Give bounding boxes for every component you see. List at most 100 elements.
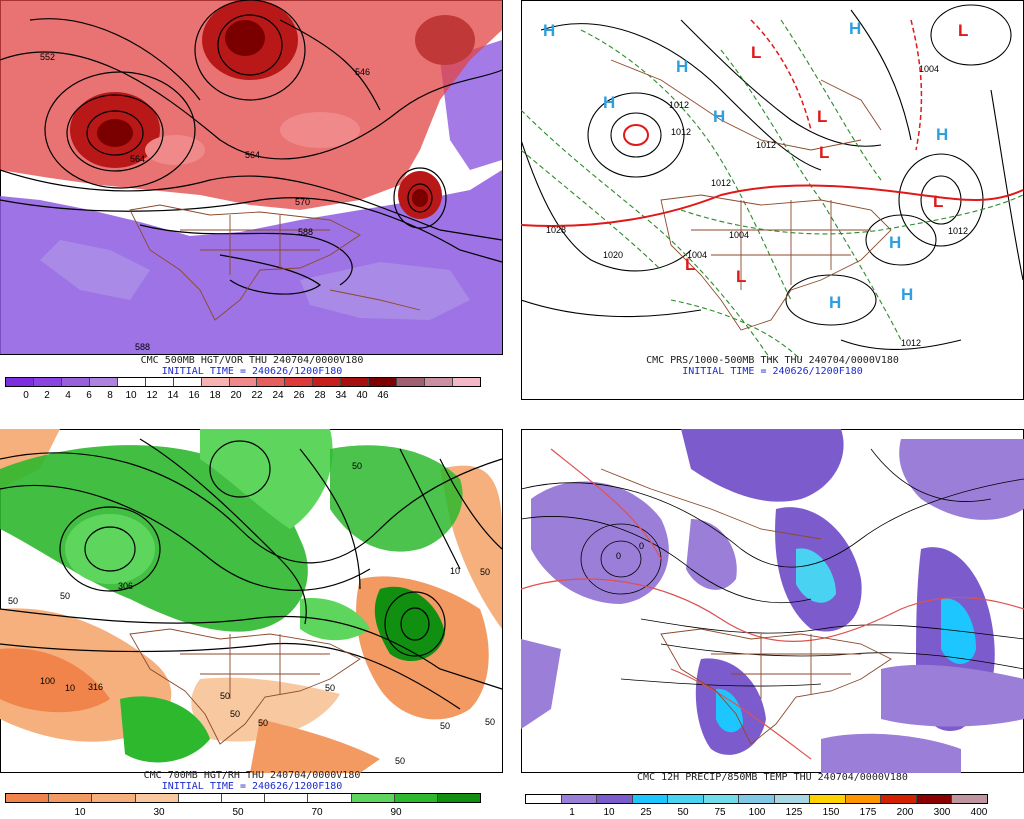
colorbar-label: 20	[230, 390, 242, 401]
colorbar-label: 200	[896, 807, 914, 818]
colorbar-label: 50	[677, 807, 689, 818]
panel-pressure-thickness: 1012 1012 1012 1012 1004 1028 1020 1004 …	[521, 0, 1024, 400]
contour-label: 50	[395, 756, 405, 766]
colorbar-swatch	[845, 795, 882, 803]
colorbar-swatch	[49, 794, 93, 802]
low-pressure-marker: L	[933, 192, 943, 211]
high-pressure-marker: H	[936, 125, 948, 144]
contour-label: 10	[450, 566, 460, 576]
panel-init-time: INITIAL TIME = 240626/1200F180	[682, 366, 863, 377]
precip-map: 0 0	[521, 429, 1024, 773]
colorbar-swatch	[369, 378, 398, 386]
colorbar-swatch	[632, 795, 669, 803]
colorbar-swatch	[313, 378, 342, 386]
colorbar-swatch	[703, 795, 740, 803]
colorbar-label: 2	[44, 390, 50, 401]
colorbar-label: 70	[311, 807, 323, 818]
colorbar-swatch	[668, 795, 704, 803]
colorbar-label: 50	[232, 807, 244, 818]
colorbar-label: 8	[107, 390, 113, 401]
colorbar-swatch	[394, 794, 438, 802]
colorbar-swatch	[526, 795, 562, 803]
contour-label: 564	[130, 154, 145, 164]
colorbar-label: 26	[293, 390, 305, 401]
contour-label: 564	[245, 150, 260, 160]
colorbar-swatch	[229, 378, 258, 386]
colorbar-label: 28	[314, 390, 326, 401]
low-pressure-marker: L	[958, 21, 968, 40]
high-pressure-marker: H	[901, 285, 913, 304]
contour-label: 1004	[729, 230, 749, 240]
colorbar-label: 150	[822, 807, 840, 818]
contour-label: 0	[639, 541, 644, 551]
high-pressure-marker: H	[713, 107, 725, 126]
colorbar-label: 30	[153, 807, 165, 818]
colorbar-swatch	[739, 795, 775, 803]
panel-init-time: INITIAL TIME = 240626/1200F180	[161, 366, 343, 377]
colorbar-label: 1	[569, 807, 575, 818]
contour-label: 50	[440, 721, 450, 731]
high-pressure-marker: H	[543, 21, 555, 40]
high-pressure-marker: H	[676, 57, 688, 76]
contour-label: 50	[480, 567, 490, 577]
high-pressure-marker: H	[829, 293, 841, 312]
colorbar-swatch	[178, 794, 222, 802]
high-pressure-marker: H	[889, 233, 901, 252]
colorbar-label: 34	[335, 390, 347, 401]
contour-label: 552	[40, 52, 55, 62]
contour-label: 1020	[603, 250, 623, 260]
low-pressure-marker: L	[819, 143, 829, 162]
colorbar-labels: 10 30 50 70 90	[0, 807, 504, 819]
colorbar-label: 300	[933, 807, 951, 818]
colorbar	[5, 793, 481, 803]
colorbar-label: 90	[390, 807, 402, 818]
low-pressure-marker: L	[751, 43, 761, 62]
colorbar-swatch	[308, 794, 352, 802]
colorbar-label: 0	[23, 390, 29, 401]
contour-label: 306	[118, 581, 133, 591]
panel-700mb-rh: 50 50 50 50 50 50 50 50 50 50 316 100 10…	[0, 429, 504, 819]
contour-label: 50	[258, 718, 268, 728]
colorbar	[5, 377, 481, 387]
colorbar-swatch	[221, 794, 266, 802]
colorbar-swatch	[351, 794, 395, 802]
contour-label: 50	[60, 591, 70, 601]
colorbar	[525, 794, 988, 804]
colorbar-label: 12	[146, 390, 158, 401]
contour-label: 50	[485, 717, 495, 727]
panel-init-time: INITIAL TIME = 240626/1200F180	[161, 781, 343, 792]
low-pressure-marker: L	[685, 255, 695, 274]
colorbar-swatch	[285, 378, 314, 386]
colorbar-swatch	[117, 378, 146, 386]
colorbar-swatch	[774, 795, 811, 803]
colorbar-label: 14	[167, 390, 179, 401]
pressure-map: 1012 1012 1012 1012 1004 1028 1020 1004 …	[521, 0, 1024, 400]
colorbar-swatch	[257, 378, 286, 386]
colorbar-swatch	[916, 795, 953, 803]
contour-label: 10	[65, 683, 75, 693]
contour-label: 1012	[948, 226, 968, 236]
colorbar-label: 40	[356, 390, 368, 401]
contour-label: 50	[8, 596, 18, 606]
vorticity-map: 564 564 570 552 546 588 588	[0, 0, 503, 355]
colorbar-swatch	[952, 795, 987, 803]
colorbar-label: 400	[970, 807, 988, 818]
contour-label: 546	[355, 67, 370, 77]
low-pressure-marker: L	[817, 107, 827, 126]
panel-title: CMC 12H PRECIP/850MB TEMP THU 240704/000…	[637, 772, 908, 783]
colorbar-swatch	[33, 378, 62, 386]
low-pressure-marker: L	[736, 267, 746, 286]
contour-label: 1012	[901, 338, 921, 348]
contour-label: 588	[298, 227, 313, 237]
contour-label: 1012	[711, 178, 731, 188]
contour-label: 1004	[919, 64, 939, 74]
contour-label: 50	[352, 461, 362, 471]
colorbar-swatch	[6, 794, 50, 802]
colorbar-swatch	[173, 378, 202, 386]
colorbar-label: 46	[377, 390, 389, 401]
panel-title: CMC 500MB HGT/VOR THU 240704/0000V180	[140, 355, 364, 366]
contour-label: 50	[325, 683, 335, 693]
panel-500mb-vorticity: 564 564 570 552 546 588 588 CMC 500MB HG…	[0, 0, 504, 401]
colorbar-label: 175	[859, 807, 877, 818]
colorbar-swatch	[425, 378, 453, 386]
